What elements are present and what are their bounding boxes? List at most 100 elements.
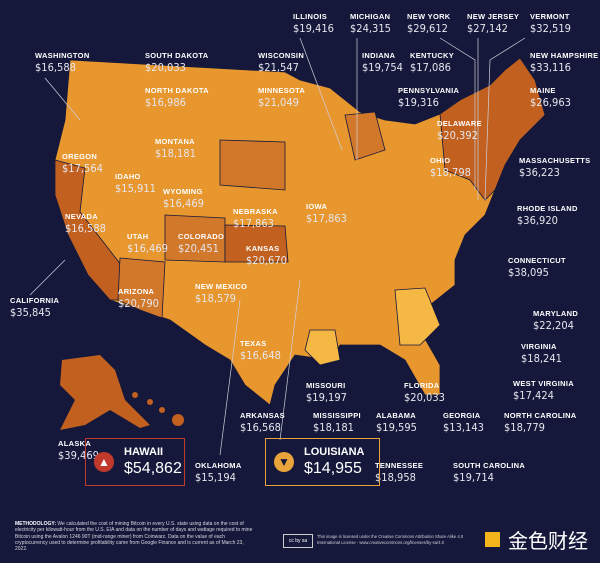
- logo-text: 金色财经: [508, 529, 588, 553]
- state-label-florida: FLORIDA $20,033: [404, 382, 445, 403]
- state-label-arkansas: ARKANSAS $16,568: [240, 412, 285, 433]
- state-name: INDIANA: [362, 51, 396, 60]
- state-cost: $18,181: [155, 146, 196, 160]
- state-cost: $20,670: [246, 253, 287, 267]
- state-name: IOWA: [306, 202, 328, 211]
- arrow-down-icon: ▼: [274, 452, 294, 472]
- state-label-oklahoma: OKLAHOMA $15,194: [195, 462, 242, 483]
- state-label-missouri: MISSOURI $19,197: [306, 382, 347, 403]
- state-cost: $36,223: [519, 165, 560, 179]
- state-cost: $18,241: [521, 351, 562, 365]
- highest-cost-box: ▲ HAWAII $54,862: [85, 438, 185, 486]
- state-michigan: [344, 111, 386, 161]
- state-label-utah: UTAH $16,469: [127, 233, 168, 254]
- state-name: NEW YORK: [407, 12, 451, 21]
- state-name: MONTANA: [155, 137, 195, 146]
- state-cost: $16,648: [240, 348, 281, 362]
- contiguous-us: [54, 57, 546, 406]
- state-name: GEORGIA: [443, 411, 481, 420]
- state-name: ALABAMA: [376, 411, 417, 420]
- state-name: OREGON: [62, 152, 98, 161]
- state-label-connecticut: CONNECTICUT $38,095: [508, 257, 566, 278]
- state-cost: $33,116: [530, 60, 571, 74]
- state-kansas: [224, 224, 289, 263]
- state-arizona: [117, 257, 166, 319]
- state-name: MASSACHUSETTS: [519, 156, 591, 165]
- state-cost: $39,469: [58, 448, 99, 462]
- state-name: NORTH CAROLINA: [504, 411, 577, 420]
- lowest-state-value: $14,955: [304, 460, 362, 477]
- state-label-maryland: MARYLAND $22,204: [533, 310, 578, 331]
- state-cost: $19,595: [376, 420, 417, 434]
- state-california: [54, 159, 126, 301]
- state-cost: $26,963: [530, 95, 571, 109]
- license-text: This image is licensed under the Creativ…: [317, 534, 464, 545]
- state-cost: $32,519: [530, 21, 571, 35]
- state-cost: $20,790: [118, 296, 159, 310]
- state-label-georgia: GEORGIA $13,143: [443, 412, 484, 433]
- cc-license-badge: cc by sa: [283, 534, 313, 548]
- state-name: MAINE: [530, 86, 556, 95]
- state-name: WASHINGTON: [35, 51, 90, 60]
- state-name: VERMONT: [530, 12, 570, 21]
- state-cost: $18,958: [375, 470, 416, 484]
- state-label-idaho: IDAHO $15,911: [115, 173, 156, 194]
- state-alaska: [60, 355, 150, 430]
- state-cost: $19,197: [306, 390, 347, 404]
- state-hawaii: [132, 392, 184, 426]
- state-label-alaska: ALASKA $39,469: [58, 440, 99, 461]
- state-label-california: CALIFORNIA $35,845: [10, 297, 59, 318]
- state-label-north-carolina: NORTH CAROLINA $18,779: [504, 412, 577, 433]
- state-name: KENTUCKY: [410, 51, 455, 60]
- state-label-south-dakota: SOUTH DAKOTA $20,033: [145, 52, 208, 73]
- state-cost: $18,798: [430, 165, 471, 179]
- state-northeast: [439, 57, 546, 201]
- highest-state-value: $54,862: [124, 460, 182, 477]
- state-name: NEW JERSEY: [467, 12, 520, 21]
- state-cost: $18,579: [195, 291, 236, 305]
- state-georgia: [394, 287, 441, 346]
- state-label-illinois: ILLINOIS $19,416: [293, 13, 334, 34]
- state-name: MINNESOTA: [258, 86, 306, 95]
- state-label-west-virginia: WEST VIRGINIA $17,424: [513, 380, 574, 401]
- state-cost: $16,469: [127, 241, 168, 255]
- state-label-delaware: DELAWARE $20,392: [437, 120, 482, 141]
- state-cost: $21,547: [258, 60, 299, 74]
- state-name: SOUTH CAROLINA: [453, 461, 526, 470]
- brand-logo: 金色财经: [485, 525, 588, 554]
- state-cost: $16,568: [240, 420, 281, 434]
- state-name: OKLAHOMA: [195, 461, 242, 470]
- state-cost: $38,095: [508, 265, 549, 279]
- state-name: NEBRASKA: [233, 207, 278, 216]
- state-cost: $16,469: [163, 196, 204, 210]
- state-name: MICHIGAN: [350, 12, 391, 21]
- state-name: NEVADA: [65, 212, 98, 221]
- state-name: RHODE ISLAND: [517, 204, 578, 213]
- state-label-maine: MAINE $26,963: [530, 87, 571, 108]
- state-label-tennessee: TENNESSEE $18,958: [375, 462, 423, 483]
- state-label-new-york: NEW YORK $29,612: [407, 13, 451, 34]
- state-cost: $20,033: [145, 60, 186, 74]
- methodology-note: METHODOLOGY: We calculated the cost of m…: [15, 521, 255, 552]
- state-label-pennsylvania: PENNSYLVANIA $19,316: [398, 87, 459, 108]
- lowest-state-name: LOUISIANA: [304, 446, 365, 458]
- state-cost: $36,920: [517, 213, 558, 227]
- state-name: KANSAS: [246, 244, 280, 253]
- logo-mark-icon: [485, 532, 500, 547]
- state-name: ALASKA: [58, 439, 92, 448]
- state-name: ILLINOIS: [293, 12, 328, 21]
- state-label-washington: WASHINGTON $16,588: [35, 52, 90, 73]
- state-cost: $20,033: [404, 390, 445, 404]
- state-name: NEW MEXICO: [195, 282, 248, 291]
- state-label-minnesota: MINNESOTA $21,049: [258, 87, 305, 108]
- state-name: ARIZONA: [118, 287, 155, 296]
- state-label-vermont: VERMONT $32,519: [530, 13, 571, 34]
- state-label-indiana: INDIANA $19,754: [362, 52, 403, 73]
- state-cost: $19,316: [398, 95, 439, 109]
- state-cost: $27,142: [467, 21, 508, 35]
- state-cost: $22,204: [533, 318, 574, 332]
- state-cost: $19,416: [293, 21, 334, 35]
- state-cost: $18,779: [504, 420, 545, 434]
- state-label-south-carolina: SOUTH CAROLINA $19,714: [453, 462, 525, 483]
- state-name: DELAWARE: [437, 119, 482, 128]
